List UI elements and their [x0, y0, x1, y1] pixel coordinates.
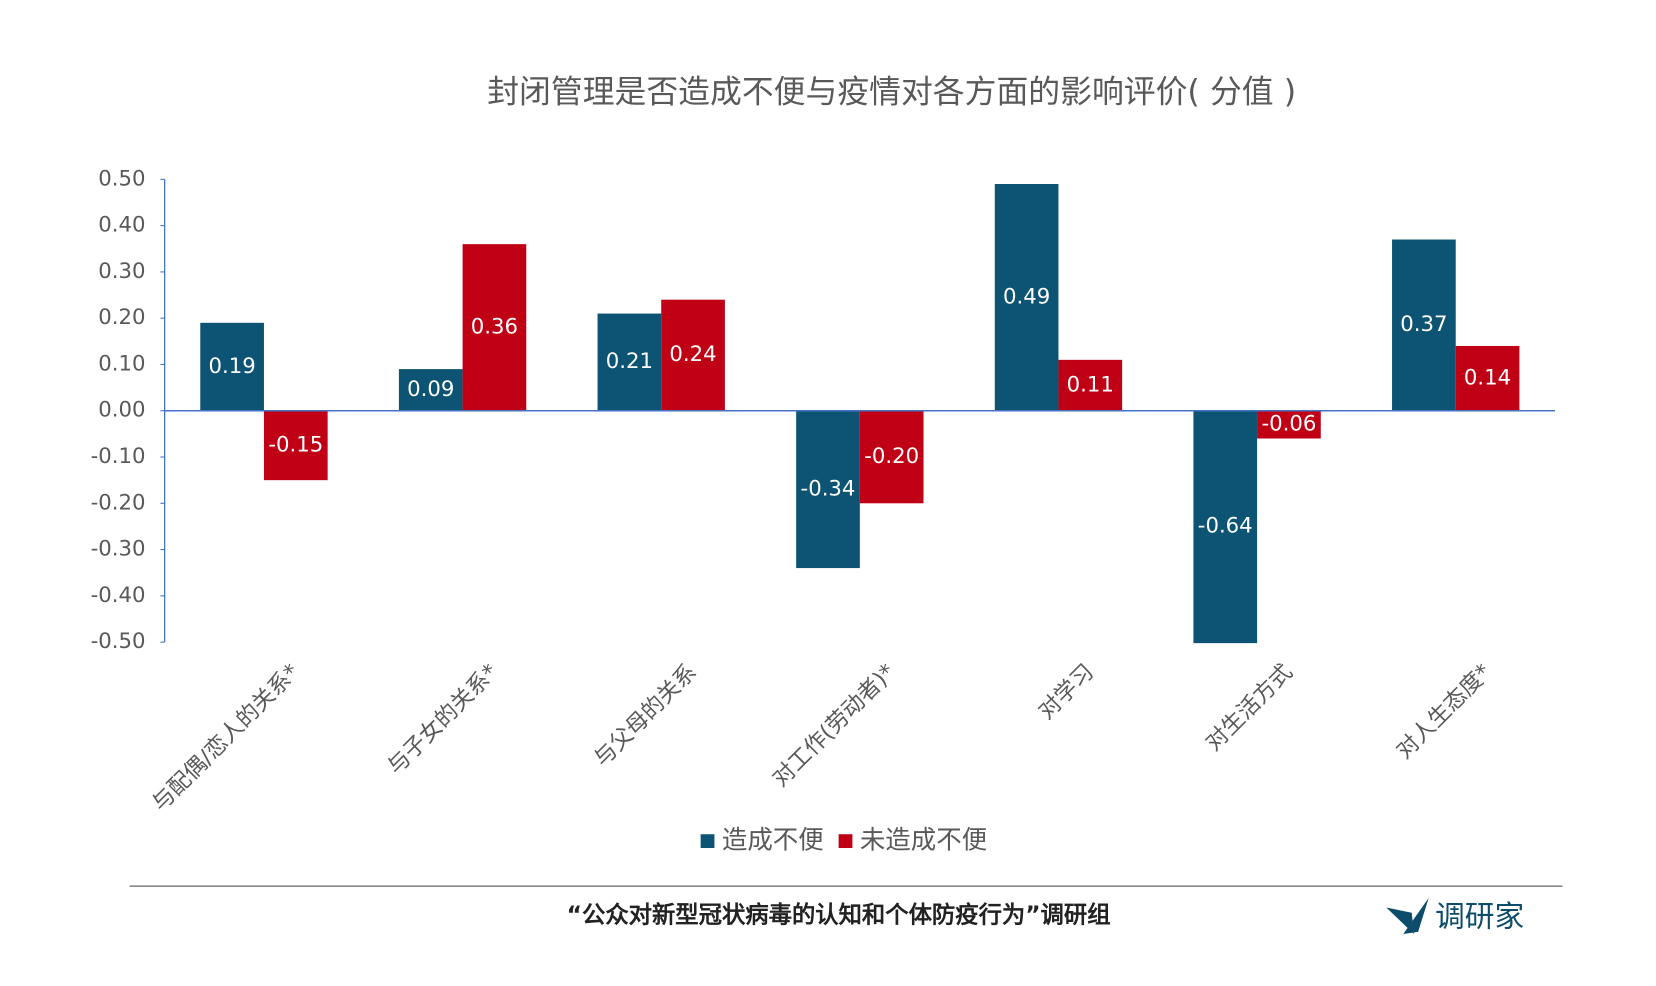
bar: [1257, 410, 1321, 439]
data-label: 0.21: [606, 349, 653, 374]
legend-label: 未造成不便: [860, 826, 987, 856]
bar: [859, 410, 924, 504]
bar: [398, 369, 463, 411]
y-tick-label: 0.00: [98, 398, 145, 423]
data-label: 0.09: [407, 377, 454, 402]
bar: [462, 244, 527, 411]
legend-swatch: [838, 834, 853, 849]
y-tick-label: 0.40: [98, 213, 145, 238]
bar: [1392, 239, 1456, 411]
data-label: 0.14: [1464, 365, 1511, 390]
data-label: 0.37: [1400, 312, 1447, 337]
data-label: -0.15: [268, 432, 323, 457]
x-tick-label: 与子女的关系*: [383, 659, 504, 780]
logo-text: 调研家: [1435, 900, 1524, 935]
data-label: -0.20: [864, 444, 919, 469]
bar: [1455, 345, 1520, 411]
y-tick-label: -0.50: [91, 629, 146, 654]
bar: [1193, 410, 1258, 644]
plot-area: [200, 183, 1520, 644]
data-label: -0.64: [1198, 513, 1253, 538]
bar: [200, 322, 264, 411]
data-label: -0.06: [1261, 412, 1316, 437]
legend-swatch: [700, 834, 715, 849]
y-tick-label: 0.10: [98, 351, 145, 376]
y-tick-label: -0.40: [91, 583, 146, 608]
x-tick-label: 对工作(劳动者)*: [768, 659, 901, 792]
legend-label: 造成不便: [722, 826, 824, 856]
data-label: 0.19: [208, 354, 255, 379]
logo-icon: [1386, 897, 1429, 934]
data-label: 0.24: [669, 342, 716, 367]
footer-source: “公众对新型冠状病毒的认知和个体防疫行为”调研组: [567, 900, 1111, 928]
x-tick-label: 与父母的关系: [589, 659, 702, 772]
bar: [661, 299, 725, 411]
bar: [796, 410, 860, 569]
x-tick-label: 与配偶/恋人的关系*: [147, 659, 305, 817]
bar: [1058, 359, 1123, 411]
bar: [597, 313, 662, 411]
bar: [263, 410, 328, 481]
y-tick-label: -0.20: [91, 490, 146, 515]
x-tick-label: 对生活方式: [1201, 659, 1298, 756]
bar: [994, 183, 1059, 411]
y-tick-label: -0.30: [91, 537, 146, 562]
data-label: 0.11: [1067, 372, 1114, 397]
y-tick-label: -0.10: [91, 444, 146, 469]
data-label: -0.34: [801, 476, 856, 501]
y-tick-label: 0.20: [98, 305, 145, 330]
data-label: 0.36: [471, 314, 518, 339]
x-tick-label: 对学习: [1034, 659, 1100, 725]
y-tick-label: 0.50: [98, 166, 145, 191]
chart-title: 封闭管理是否造成不便与疫情对各方面的影响评价( 分值 ): [487, 72, 1296, 110]
x-tick-label: 对人生态度*: [1391, 659, 1496, 764]
y-tick-label: 0.30: [98, 259, 145, 284]
data-label: 0.49: [1003, 284, 1050, 309]
